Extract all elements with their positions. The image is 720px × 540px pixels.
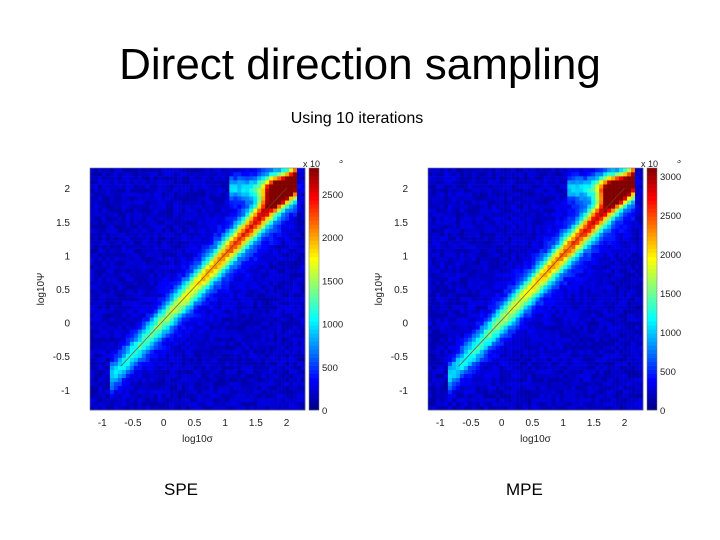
spe-caption: SPE <box>164 480 199 499</box>
y-tick-label: -0.5 <box>391 352 409 363</box>
colorbar-tick-label: 1000 <box>322 320 343 331</box>
plot-frame <box>427 167 644 411</box>
x-tick-label: 2 <box>284 418 290 429</box>
ridge-line <box>120 187 287 367</box>
colorbar-exponent: 3 <box>339 160 343 165</box>
colorbar-tick-label: 0 <box>322 406 327 417</box>
x-axis-label: log10σ <box>182 434 213 445</box>
mpe-heatmap: -1 -0.5 0 0.5 1 1.5 2 -1 -0.5 0 0.5 1 1.5 2 log10σ log1… <box>374 160 681 445</box>
heatmap-cells <box>90 168 306 411</box>
x-tick-label: 1.5 <box>587 418 601 429</box>
y-tick-label: 1.5 <box>394 218 408 229</box>
y-tick-label: 1 <box>402 251 408 262</box>
x-tick-label: 0.5 <box>525 418 539 429</box>
y-tick-label: 1 <box>64 251 70 262</box>
colorbar-exponent: 3 <box>677 160 681 165</box>
y-tick-label: 0.5 <box>56 285 70 296</box>
x-tick-label: -0.5 <box>462 418 480 429</box>
colorbar-tick-label: 500 <box>322 363 338 374</box>
mpe-caption: MPE <box>506 480 543 499</box>
colorbar-tick-label: 2000 <box>660 250 681 261</box>
x-tick-label: 0.5 <box>187 418 201 429</box>
colorbar-tick-label: 500 <box>660 367 676 378</box>
colorbar-frame <box>646 167 658 411</box>
colorbar-tick-label: 0 <box>660 406 665 417</box>
y-tick-label: 2 <box>402 184 408 195</box>
x-tick-label: -0.5 <box>124 418 142 429</box>
x-tick-label: -1 <box>436 418 445 429</box>
colorbar-multiplier: x 10 <box>303 160 320 169</box>
colorbar-frame <box>308 167 320 411</box>
colorbar-tick-label: 2000 <box>322 233 343 244</box>
x-tick-label: 1.5 <box>249 418 263 429</box>
colorbar-tick-label: 3000 <box>660 172 681 183</box>
y-tick-label: 0.5 <box>394 285 408 296</box>
colorbar-tick-label: 1500 <box>322 276 343 287</box>
colorbar-tick-label: 1000 <box>660 328 681 339</box>
plot-frame <box>89 167 306 411</box>
y-tick-label: -1 <box>399 386 408 397</box>
y-tick-label: 0 <box>64 319 70 330</box>
x-tick-label: 0 <box>161 418 167 429</box>
colorbar-tick-label: 1500 <box>660 289 681 300</box>
x-tick-label: 1 <box>222 418 228 429</box>
y-tick-label: -0.5 <box>53 352 71 363</box>
spe-heatmap: -1 -0.5 0 0.5 1 1.5 2 -1 -0.5 0 0.5 1 1.5 2 log10σ log1… <box>36 160 343 445</box>
colorbar-tick-label: 2500 <box>322 190 343 201</box>
x-axis-label: log10σ <box>520 434 551 445</box>
y-tick-label: 2 <box>64 184 70 195</box>
y-tick-label: 0 <box>402 319 408 330</box>
x-tick-label: -1 <box>98 418 107 429</box>
ridge-line <box>458 187 625 367</box>
colorbar-multiplier: x 10 <box>641 160 658 169</box>
y-tick-label: -1 <box>61 386 70 397</box>
slide-subtitle: Using 10 iterations <box>290 110 424 127</box>
x-tick-label: 2 <box>622 418 628 429</box>
colorbar <box>309 168 319 411</box>
x-tick-label: 1 <box>560 418 566 429</box>
slide-title: Direct direction sampling <box>119 40 601 89</box>
x-tick-label: 0 <box>499 418 505 429</box>
y-tick-label: 1.5 <box>56 218 70 229</box>
colorbar <box>647 168 657 411</box>
y-axis-label: log10Ψ <box>374 273 385 306</box>
colorbar-tick-label: 2500 <box>660 211 681 222</box>
heatmap-cells <box>428 168 644 411</box>
y-axis-label: log10Ψ <box>36 273 47 306</box>
